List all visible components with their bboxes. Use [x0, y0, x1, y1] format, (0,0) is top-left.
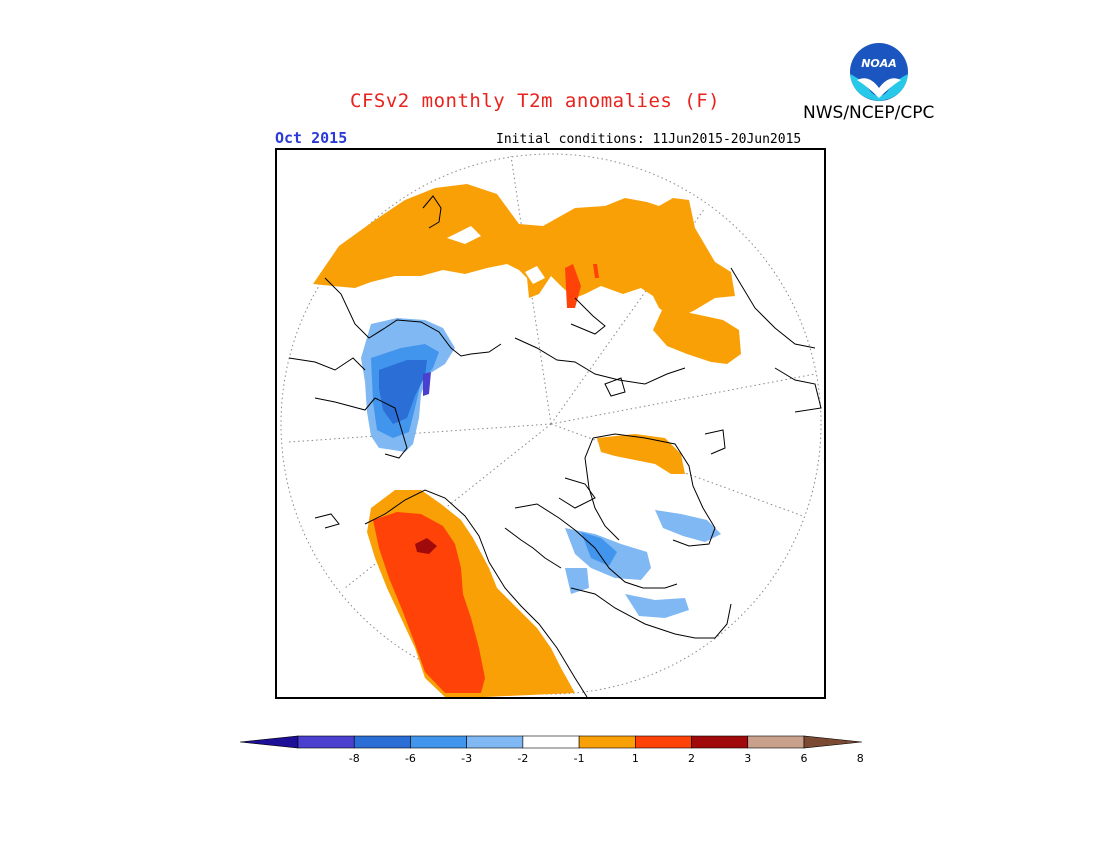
anomaly-region-warm [313, 184, 735, 320]
color-scale-bar: -8 -6 -3 -2 -1 1 2 3 6 8 [239, 735, 864, 765]
colorbar-segment [747, 735, 805, 749]
anomaly-region-hot [565, 264, 581, 308]
svg-text:NOAA: NOAA [861, 57, 897, 70]
anomaly-region-cool [625, 594, 689, 618]
colorbar-tick-label: 6 [801, 752, 808, 765]
anomaly-region-hot [373, 512, 485, 693]
colorbar-arrow-high [803, 735, 863, 749]
colorbar-tick-label: -1 [574, 752, 585, 765]
colorbar-segment [522, 735, 580, 749]
anomaly-region-cool [655, 510, 721, 542]
colorbar-tick-label: 2 [688, 752, 695, 765]
colorbar-segment [410, 735, 467, 749]
colorbar-segment [578, 735, 636, 749]
colorbar-tick-label: 3 [744, 752, 751, 765]
polar-map [275, 148, 826, 699]
forecast-month: Oct 2015 [275, 129, 348, 147]
colorbar-segment [635, 735, 692, 749]
agency-label: NWS/NCEP/CPC [803, 103, 935, 123]
colorbar-tick-label: -2 [517, 752, 528, 765]
colorbar-tick-label: -3 [461, 752, 472, 765]
initial-conditions: Initial conditions: 11Jun2015-20Jun2015 [496, 132, 802, 147]
colorbar-segment [466, 735, 524, 749]
chart-title: CFSv2 monthly T2m anomalies (F) [350, 90, 721, 112]
colorbar-tick-label: 8 [857, 752, 864, 765]
colorbar-tick-label: -6 [405, 752, 416, 765]
anomaly-region-cold [379, 360, 427, 424]
colorbar-tick-label: 1 [632, 752, 639, 765]
anomaly-region-warm [597, 434, 685, 474]
noaa-logo: NOAA [848, 41, 910, 103]
colorbar-segment [353, 735, 411, 749]
colorbar-segment [691, 735, 749, 749]
anomaly-region-very-hot [415, 538, 437, 554]
anomaly-region-warm [653, 308, 741, 364]
colorbar-tick-label: -8 [349, 752, 360, 765]
colorbar-arrow-low [239, 735, 299, 749]
colorbar-segment [297, 735, 355, 749]
